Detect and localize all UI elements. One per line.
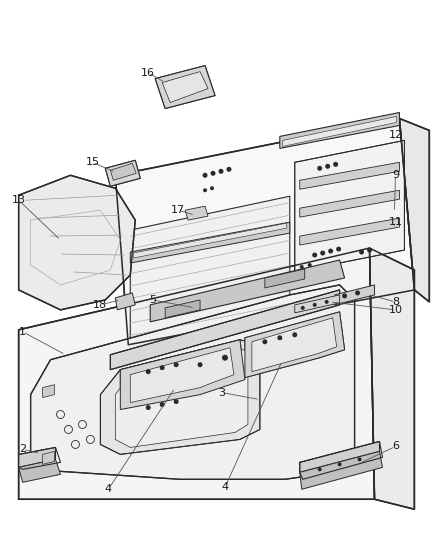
Polygon shape: [115, 118, 413, 345]
Text: 4: 4: [105, 484, 112, 494]
Polygon shape: [165, 300, 200, 318]
Polygon shape: [133, 223, 286, 258]
Polygon shape: [18, 175, 135, 310]
Text: 9: 9: [391, 170, 398, 180]
Circle shape: [317, 467, 321, 471]
Text: 4: 4: [221, 482, 228, 492]
Polygon shape: [399, 118, 428, 302]
Polygon shape: [130, 222, 289, 263]
Polygon shape: [294, 140, 403, 272]
Polygon shape: [185, 206, 208, 220]
Polygon shape: [130, 196, 289, 342]
Circle shape: [203, 188, 207, 192]
Circle shape: [299, 265, 303, 269]
Polygon shape: [294, 295, 339, 313]
Text: 8: 8: [391, 297, 398, 307]
Circle shape: [145, 369, 150, 374]
Polygon shape: [100, 340, 259, 455]
Polygon shape: [115, 347, 247, 447]
Circle shape: [173, 399, 178, 404]
Circle shape: [226, 167, 231, 172]
Circle shape: [337, 463, 341, 466]
Text: 3: 3: [218, 387, 225, 398]
Circle shape: [173, 362, 178, 367]
Polygon shape: [299, 163, 399, 189]
Circle shape: [357, 457, 361, 462]
Polygon shape: [282, 117, 396, 147]
Circle shape: [332, 162, 337, 167]
Circle shape: [277, 335, 282, 340]
Circle shape: [197, 362, 202, 367]
Circle shape: [210, 171, 215, 176]
Text: 12: 12: [388, 131, 402, 140]
Polygon shape: [334, 285, 374, 305]
Text: 2: 2: [19, 445, 26, 455]
Circle shape: [325, 164, 329, 169]
Circle shape: [324, 300, 328, 304]
Text: 11: 11: [388, 217, 402, 227]
Circle shape: [358, 249, 363, 255]
Polygon shape: [42, 451, 54, 464]
Text: 17: 17: [171, 205, 185, 215]
Text: 6: 6: [391, 441, 398, 451]
Polygon shape: [115, 293, 135, 310]
Polygon shape: [42, 385, 54, 398]
Polygon shape: [299, 441, 378, 472]
Polygon shape: [110, 163, 136, 180]
Polygon shape: [120, 340, 244, 409]
Polygon shape: [110, 290, 339, 370]
Polygon shape: [18, 248, 374, 499]
Polygon shape: [279, 112, 399, 148]
Circle shape: [341, 293, 346, 298]
Circle shape: [209, 186, 214, 190]
Polygon shape: [31, 285, 354, 479]
Text: 13: 13: [12, 195, 25, 205]
Text: 18: 18: [93, 300, 107, 310]
Circle shape: [159, 402, 164, 407]
Polygon shape: [264, 269, 304, 288]
Polygon shape: [299, 190, 399, 217]
Polygon shape: [155, 66, 215, 109]
Polygon shape: [162, 71, 208, 102]
Polygon shape: [299, 451, 381, 489]
Polygon shape: [299, 218, 399, 245]
Circle shape: [366, 247, 371, 253]
Circle shape: [262, 340, 267, 344]
Text: 5: 5: [148, 295, 155, 305]
Text: 16: 16: [141, 68, 155, 78]
Circle shape: [222, 355, 227, 361]
Text: 1: 1: [19, 327, 26, 337]
Polygon shape: [251, 318, 336, 372]
Circle shape: [319, 251, 325, 255]
Circle shape: [311, 253, 317, 257]
Polygon shape: [18, 459, 60, 482]
Circle shape: [145, 405, 150, 410]
Polygon shape: [369, 248, 413, 509]
Circle shape: [317, 166, 321, 171]
Text: 10: 10: [388, 305, 402, 315]
Polygon shape: [18, 447, 55, 467]
Circle shape: [218, 169, 223, 174]
Circle shape: [202, 173, 207, 178]
Circle shape: [159, 365, 164, 370]
Text: 15: 15: [85, 157, 99, 167]
Circle shape: [307, 263, 311, 267]
Polygon shape: [150, 260, 344, 322]
Circle shape: [312, 303, 316, 307]
Circle shape: [336, 247, 340, 252]
Circle shape: [354, 290, 359, 295]
Circle shape: [328, 248, 332, 254]
Polygon shape: [130, 348, 233, 402]
Circle shape: [292, 332, 297, 337]
Polygon shape: [105, 160, 140, 186]
Polygon shape: [244, 312, 344, 378]
Circle shape: [300, 306, 304, 310]
